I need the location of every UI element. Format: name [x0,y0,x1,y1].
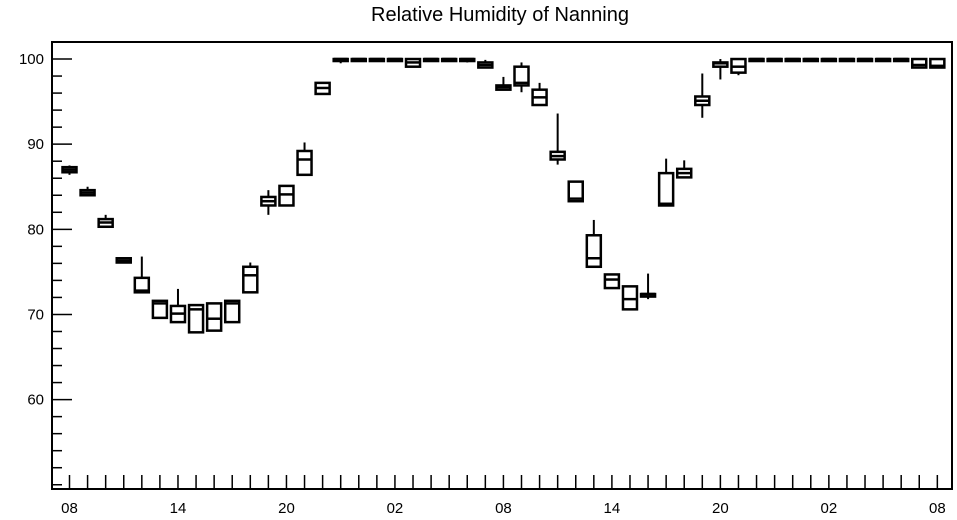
box-15 [332,57,349,64]
box-2 [97,214,114,229]
x-tick-label: 08 [495,500,512,517]
iqr-box [151,299,169,320]
box-45 [874,57,892,63]
iqr-box [657,171,675,207]
box-19 [404,57,422,68]
y-tick-label: 60 [27,392,44,409]
x-tick-label: 08 [61,500,78,517]
box-33 [657,158,675,207]
box-40 [784,57,801,63]
iqr-box [567,180,584,203]
box-24 [495,76,512,91]
box-31 [621,285,639,311]
box-25 [513,62,530,93]
box-28 [567,180,584,203]
box-11 [260,190,277,215]
iqr-box [513,65,530,87]
box-23 [477,59,494,69]
box-21 [440,57,458,63]
box-39 [766,57,783,63]
iqr-box [585,234,603,269]
iqr-box [296,149,313,177]
box-41 [802,57,820,63]
box-marks [61,57,946,334]
box-44 [856,57,874,63]
box-42 [820,57,838,63]
box-37 [730,57,747,76]
box-5 [151,299,169,320]
box-30 [603,273,621,290]
box-20 [422,57,440,63]
x-tick-label: 02 [821,500,838,517]
plot-frame [51,41,953,490]
box-17 [368,57,386,63]
box-4 [133,256,151,294]
box-0 [61,165,78,175]
box-22 [459,57,476,63]
iqr-box [223,299,241,324]
axes: 60 70 80 90 100 08 14 20 02 08 14 20 02 08 [19,41,946,517]
iqr-box [133,276,151,294]
chart-title: Relative Humidity of Nanning [371,4,629,26]
box-7 [187,303,205,334]
box-35 [694,73,711,118]
box-38 [748,57,765,63]
x-tick-label: 14 [604,500,621,517]
iqr-box [187,303,205,334]
box-29 [585,219,603,269]
box-26 [531,82,548,107]
box-32 [639,273,657,300]
y-tick-label: 80 [27,221,44,238]
y-tick-label: 90 [27,136,44,153]
box-6 [169,288,187,324]
x-tick-label: 02 [387,500,404,517]
box-46 [892,57,910,63]
y-tick-label: 100 [19,51,44,68]
iqr-box [621,285,639,311]
box-43 [838,57,856,63]
box-27 [549,113,566,165]
iqr-box [603,273,621,290]
iqr-box [911,57,928,69]
box-3 [115,257,132,264]
iqr-box [929,57,946,69]
iqr-box [242,265,259,294]
box-36 [712,59,729,80]
x-tick-label: 20 [712,500,729,517]
box-13 [296,142,313,177]
box-10 [242,262,259,294]
box-34 [675,160,693,179]
box-14 [314,81,331,96]
y-tick-label: 70 [27,306,44,323]
box-18 [386,57,404,63]
iqr-box [205,302,223,332]
x-tick-label: 14 [170,500,187,517]
box-9 [223,299,241,324]
box-16 [350,57,368,63]
box-48 [929,57,946,69]
box-12 [278,184,295,207]
iqr-box [278,184,295,207]
x-tick-label: 08 [929,500,946,517]
box-8 [205,302,223,332]
box-47 [911,57,928,69]
box-1 [79,186,96,197]
x-tick-label: 20 [278,500,295,517]
